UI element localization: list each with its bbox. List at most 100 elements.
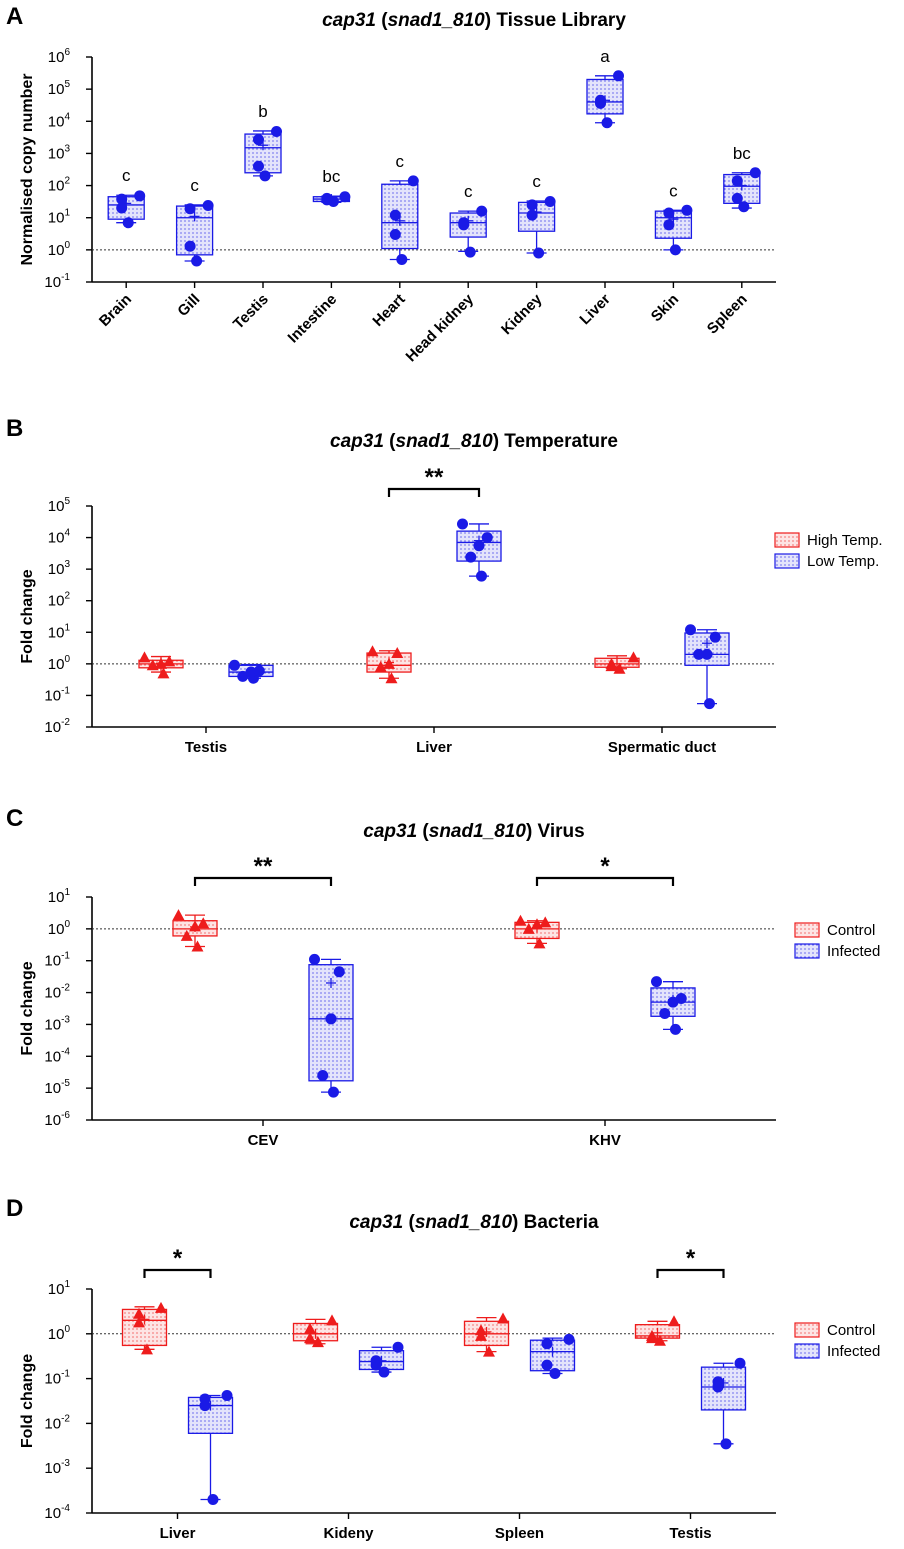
data-point — [457, 518, 468, 530]
data-point — [202, 199, 214, 211]
y-tick-label: 10-3 — [44, 1014, 70, 1033]
y-tick-label: 104 — [48, 111, 71, 130]
data-point — [333, 966, 345, 978]
legend-swatch-blue — [794, 1343, 820, 1359]
y-tick-label: 105 — [48, 496, 71, 515]
box-spermatic-duct-low-temp- — [684, 624, 730, 710]
data-point — [659, 1008, 671, 1020]
box-spleen-tissue: bc — [723, 144, 761, 213]
significance-stars: ** — [425, 464, 444, 491]
data-point — [392, 1341, 404, 1353]
significance-stars: ** — [254, 853, 273, 880]
data-point — [668, 1315, 680, 1327]
data-point — [221, 1389, 233, 1401]
x-tick-label: Gill — [174, 291, 203, 320]
x-tick-label: Testis — [669, 1525, 711, 1542]
data-point — [549, 1367, 561, 1379]
bracket-line — [656, 1268, 725, 1278]
significance-bracket: * — [143, 1245, 212, 1278]
data-point — [458, 217, 470, 229]
box-kideny-control — [292, 1314, 339, 1348]
box-kideny-infected — [358, 1341, 405, 1378]
box-khv-control — [514, 914, 560, 949]
x-tick-label: Spleen — [704, 291, 751, 338]
data-point — [475, 1329, 487, 1341]
data-point — [133, 1307, 145, 1319]
significance-letter: c — [122, 166, 131, 185]
data-point — [391, 647, 404, 659]
data-point — [140, 1343, 153, 1355]
significance-letter: c — [532, 172, 541, 191]
legend: Control Infected — [794, 1322, 880, 1360]
y-tick-label: 103 — [48, 559, 71, 578]
data-point — [229, 659, 240, 671]
data-point — [738, 201, 750, 213]
significance-letter: c — [464, 182, 473, 201]
y-tick-label: 101 — [48, 208, 71, 227]
box-liver-high-temp- — [366, 645, 412, 684]
box-cev-control — [172, 909, 218, 952]
significance-letter: c — [396, 152, 405, 171]
x-tick-label: KHV — [589, 1132, 621, 1149]
data-point — [133, 1316, 145, 1328]
data-point — [370, 1355, 382, 1367]
y-tick-label: 10-4 — [44, 1503, 70, 1522]
data-point — [383, 657, 395, 669]
data-point — [497, 1312, 509, 1324]
box-khv-infected — [650, 976, 696, 1035]
y-tick-label: 10-4 — [44, 1046, 70, 1065]
data-point — [703, 698, 715, 710]
data-point — [180, 929, 193, 941]
legend-swatch-blue — [774, 553, 800, 569]
data-point — [473, 540, 485, 552]
x-tick-label: Liver — [160, 1525, 196, 1542]
legend-label: Control — [827, 922, 875, 939]
legend-swatch-red — [794, 922, 820, 938]
y-tick-label: 10-5 — [44, 1078, 70, 1097]
box-spleen-control — [463, 1312, 510, 1357]
data-point — [482, 1345, 495, 1357]
data-point — [669, 1023, 681, 1035]
y-tick-label: 106 — [48, 47, 71, 66]
x-tick-label: Liver — [416, 739, 452, 756]
box-body — [700, 1366, 747, 1411]
significance-letter: bc — [733, 144, 751, 163]
data-point — [245, 666, 257, 678]
bracket-line — [535, 876, 675, 886]
data-point — [253, 134, 264, 146]
x-tick-label: CEV — [248, 1132, 279, 1149]
legend-swatch-red — [774, 532, 800, 548]
chart-title: cap31 (snad1_810) Bacteria — [349, 1212, 599, 1233]
y-tick-label: 10-3 — [44, 1458, 70, 1477]
panel-label: C — [6, 805, 23, 832]
significance-bracket: ** — [193, 853, 333, 886]
x-tick-label: Liver — [576, 291, 613, 328]
chart-title: cap31 (snad1_810) Tissue Library — [322, 10, 626, 31]
panel-label: A — [6, 3, 23, 30]
x-tick-label: Intestine — [285, 291, 341, 347]
data-point — [199, 1393, 211, 1405]
data-point — [522, 922, 535, 934]
significance-bracket: ** — [387, 464, 481, 497]
data-point — [122, 217, 134, 229]
y-tick-label: 10-1 — [44, 951, 70, 970]
data-point — [326, 1314, 338, 1326]
data-point — [163, 655, 176, 667]
box-head-kidney-tissue: c — [449, 182, 488, 258]
box-testis-infected — [700, 1357, 747, 1450]
legend: High Temp. Low Temp. — [774, 532, 883, 570]
y-tick-label: 10-1 — [44, 1369, 70, 1388]
box-testis-low-temp- — [228, 659, 274, 684]
data-point — [749, 167, 761, 179]
box-liver-tissue: a — [586, 47, 624, 129]
data-point — [321, 192, 333, 204]
x-tick-label: Head kidney — [403, 290, 478, 365]
data-point — [389, 209, 401, 221]
data-point — [374, 660, 387, 672]
data-point — [237, 670, 249, 682]
y-tick-label: 10-2 — [44, 1413, 70, 1432]
y-tick-label: 10-2 — [44, 717, 70, 736]
data-point — [184, 203, 196, 215]
